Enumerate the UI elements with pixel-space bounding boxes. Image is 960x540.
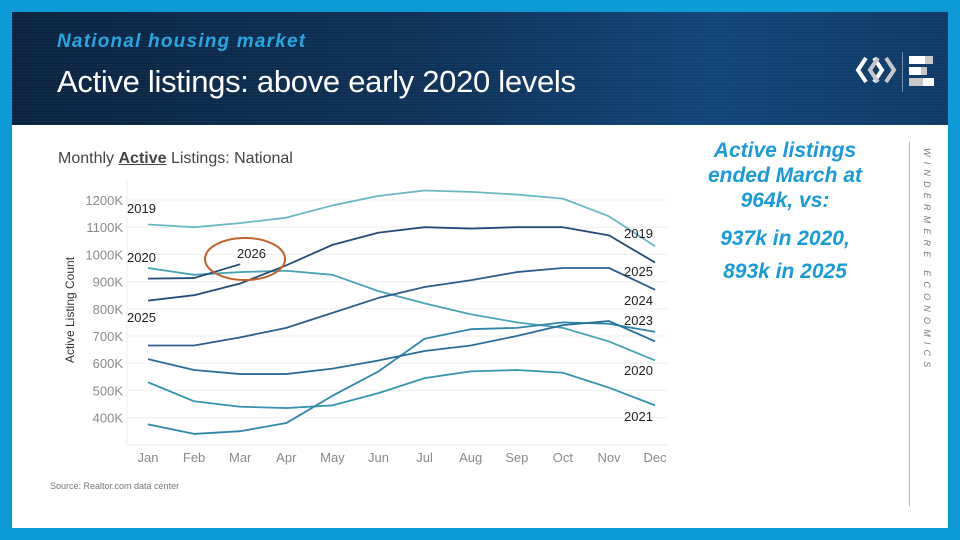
callout-line-3: 964k, vs: (740, 189, 830, 212)
windermere-logo-icon (855, 52, 934, 92)
series-line-2021 (147, 369, 656, 409)
highlight-circle (204, 237, 286, 281)
slide-title: Active listings: above early 2020 levels (57, 64, 576, 99)
logo-divider (902, 52, 903, 92)
callout-line-4: 937k in 2020, (720, 227, 850, 250)
x-tick-label: Mar (229, 450, 252, 465)
series-line-2020 (147, 267, 656, 362)
line-chart: 400K 500K 600K 700K 800K 900K 1000K 1100K 1200K J… (63, 180, 668, 465)
series-line-2019 (147, 189, 656, 247)
series-line-2023 (147, 320, 656, 375)
y-tick-label: 700K (93, 329, 124, 344)
sidebar-brand-text: WINDERMERE ECONOMICS (922, 148, 932, 373)
series-right-label-2023: 2023 (624, 313, 653, 328)
x-tick-label: May (320, 450, 345, 465)
x-tick-label: Oct (553, 450, 574, 465)
x-tick-label: Dec (644, 450, 668, 465)
series-left-label-2025: 2025 (127, 310, 156, 325)
x-tick-label: Apr (276, 450, 297, 465)
x-tick-label: Jul (416, 450, 433, 465)
series-left-label-2019: 2019 (127, 201, 156, 216)
series-line-2024 (148, 267, 656, 347)
e-mark-icon (909, 56, 934, 86)
chart-title: Monthly Active Listings: National (58, 150, 293, 168)
y-axis-label: Active Listing Count (63, 256, 77, 363)
y-tick-label: 500K (93, 383, 124, 398)
y-tick-label: 600K (93, 356, 124, 371)
chart-title-suffix: Listings: National (170, 150, 293, 167)
series-left-label-2020: 2020 (127, 250, 156, 265)
x-tick-label: Feb (183, 450, 205, 465)
series-right-label-2020: 2020 (624, 363, 653, 378)
w-mark-icon (855, 56, 897, 84)
x-tick-label: Sep (505, 450, 528, 465)
x-tick-label: Jan (138, 450, 159, 465)
header-banner (12, 12, 948, 125)
callout-line-1: Active listings (713, 139, 857, 162)
kicker-text: National housing market (57, 31, 307, 52)
source-note: Source: Realtor.com data center (50, 481, 180, 491)
chart-title-prefix: Monthly (58, 150, 115, 167)
series-right-label-2024: 2024 (624, 293, 653, 308)
callout-line-2: ended March at (707, 164, 863, 187)
x-tick-label: Nov (597, 450, 621, 465)
series-right-label-2021: 2021 (624, 409, 653, 424)
sidebar-divider (909, 142, 910, 506)
y-tick-label: 1000K (85, 247, 123, 262)
series-right-label-2019: 2019 (624, 226, 653, 241)
y-tick-label: 400K (93, 411, 124, 426)
x-tick-label: Aug (459, 450, 482, 465)
highlight-label-2026: 2026 (237, 246, 266, 261)
series-right-label-2025: 2025 (624, 264, 653, 279)
y-tick-label: 1100K (86, 220, 123, 235)
y-tick-label: 1200K (85, 193, 123, 208)
x-tick-label: Jun (368, 450, 389, 465)
callout-line-5: 893k in 2025 (723, 260, 847, 283)
series-line-2026 (147, 263, 241, 280)
series-line-2025 (147, 226, 656, 302)
y-tick-label: 900K (93, 275, 124, 290)
y-tick-label: 800K (93, 302, 124, 317)
chart-title-emph: Active (118, 150, 167, 167)
